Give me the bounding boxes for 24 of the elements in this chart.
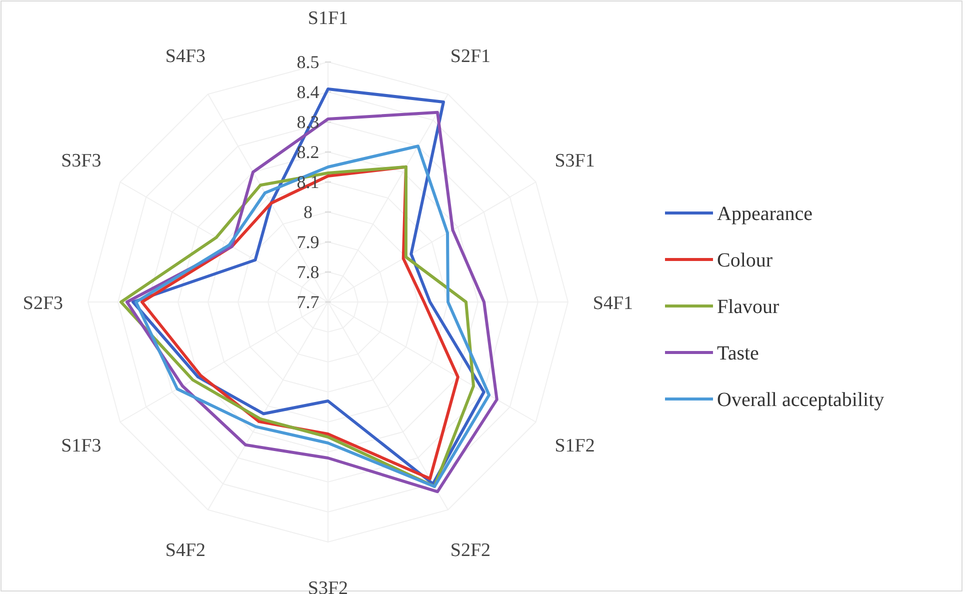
- y-tick-label: 7.9: [296, 232, 320, 252]
- y-tick-label: 7.8: [296, 262, 320, 282]
- spoke-label: S2F1: [450, 46, 491, 68]
- legend-label: Taste: [717, 342, 760, 364]
- y-tick-label: 8.4: [296, 82, 320, 102]
- y-tick-label: 8.5: [296, 52, 320, 72]
- spoke-label: S4F1: [592, 293, 634, 314]
- legend-label: Flavour: [717, 296, 780, 318]
- legend-label: Colour: [717, 250, 773, 272]
- spoke-label: S1F2: [554, 436, 595, 456]
- spoke-label: S1F1: [308, 8, 348, 29]
- legend-label: Appearance: [717, 203, 813, 225]
- y-tick-label: 7.7: [296, 292, 320, 312]
- spoke-label: S2F3: [22, 293, 64, 314]
- legend-label: Overall acceptability: [717, 389, 884, 411]
- spoke-label: S3F2: [308, 578, 348, 594]
- y-tick-label: 8: [304, 202, 312, 222]
- spoke-label: S4F2: [165, 540, 206, 561]
- spoke-label: S3F1: [554, 150, 595, 172]
- y-tick-label: 8.2: [296, 142, 320, 162]
- spoke-label: S3F3: [61, 150, 102, 172]
- spoke-label: S1F3: [61, 436, 102, 456]
- spoke-label: S4F3: [165, 46, 206, 68]
- spoke-label: S2F2: [450, 540, 491, 561]
